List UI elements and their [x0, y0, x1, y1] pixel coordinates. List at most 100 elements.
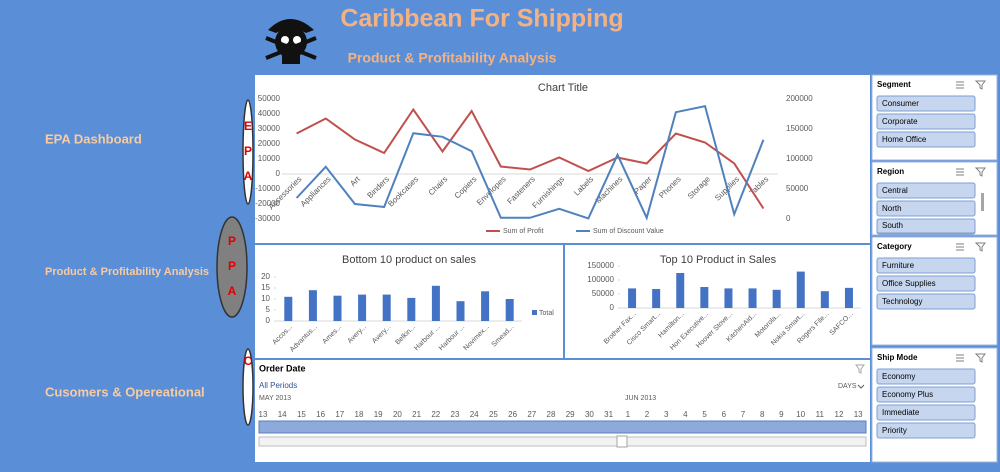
day-label[interactable]: 9: [779, 410, 784, 419]
clear-filter-icon[interactable]: [855, 364, 865, 374]
day-label[interactable]: 24: [470, 410, 479, 419]
bar: [796, 271, 805, 308]
slicer-item-label[interactable]: Economy: [882, 372, 915, 381]
day-label[interactable]: 29: [566, 410, 575, 419]
slicer-item[interactable]: [876, 368, 976, 385]
day-label[interactable]: 14: [278, 410, 287, 419]
legend-label: Sum of Discount Value: [593, 228, 664, 235]
slicer-item-label[interactable]: Priority: [882, 426, 907, 435]
day-label[interactable]: 13: [854, 410, 863, 419]
day-label[interactable]: 13: [259, 410, 268, 419]
day-label[interactable]: 6: [722, 410, 727, 419]
y-tick-label: 0: [610, 303, 615, 312]
legend-label: Sum of Profit: [503, 228, 544, 235]
day-label[interactable]: 10: [796, 410, 805, 419]
nav-link[interactable]: EPA Dashboard: [45, 131, 142, 146]
chart-title: Chart Title: [538, 82, 588, 94]
slicer-item-label[interactable]: Technology: [882, 297, 922, 306]
day-label[interactable]: 7: [741, 410, 746, 419]
timeline-title: Order Date: [259, 363, 306, 373]
slicer-item[interactable]: [876, 386, 976, 403]
slicer-item-label[interactable]: Consumer: [882, 99, 919, 108]
y-tick-label: 0: [276, 169, 281, 178]
bar: [844, 287, 853, 308]
day-label[interactable]: 12: [835, 410, 844, 419]
slicer-item[interactable]: [876, 131, 976, 148]
timeline-bar[interactable]: [258, 420, 867, 434]
day-label[interactable]: 31: [604, 410, 613, 419]
dropdown-arrow[interactable]: [857, 384, 865, 389]
slicer-item-label[interactable]: Corporate: [882, 117, 918, 126]
nav-badge: [216, 216, 248, 318]
scrollbar[interactable]: [981, 193, 984, 211]
chart-title: Bottom 10 product on sales: [342, 254, 476, 266]
slicer-item-label[interactable]: Office Supplies: [882, 279, 936, 288]
slicer-item[interactable]: [876, 95, 976, 112]
day-label[interactable]: 5: [702, 410, 707, 419]
app-title: Caribbean For Shipping: [340, 5, 623, 33]
slicer-item[interactable]: [876, 275, 976, 292]
slicer-item-label[interactable]: Central: [882, 186, 908, 195]
clear-filter-icon[interactable]: [974, 242, 986, 252]
clear-filter-icon[interactable]: [974, 353, 986, 363]
y-tick-label: 150000: [587, 261, 614, 270]
slicer-item[interactable]: [876, 182, 976, 199]
nav-badge: [242, 348, 254, 426]
badge-letter: A: [228, 284, 237, 298]
day-label[interactable]: 20: [393, 410, 402, 419]
day-label[interactable]: 1: [626, 410, 631, 419]
slicer-item-label[interactable]: Furniture: [882, 261, 915, 270]
day-label[interactable]: 17: [335, 410, 344, 419]
day-label[interactable]: 30: [585, 410, 594, 419]
slicer-item[interactable]: [876, 293, 976, 310]
bar: [628, 288, 637, 308]
day-label[interactable]: 11: [816, 410, 825, 419]
day-label[interactable]: 2: [645, 410, 650, 419]
day-label[interactable]: 3: [664, 410, 669, 419]
y-tick-label: 15: [261, 283, 270, 292]
day-label[interactable]: 16: [316, 410, 325, 419]
slicer-item-label[interactable]: Home Office: [882, 135, 927, 144]
day-label[interactable]: 4: [683, 410, 688, 419]
day-label[interactable]: 21: [412, 410, 421, 419]
day-label[interactable]: 28: [547, 410, 556, 419]
slicer-item-label[interactable]: South: [882, 221, 903, 230]
day-label[interactable]: 26: [508, 410, 517, 419]
slicer-item[interactable]: [876, 404, 976, 421]
slicer-item[interactable]: [876, 113, 976, 130]
nav-link[interactable]: Cusomers & Opereational: [45, 384, 205, 399]
y-tick-label: 0: [266, 316, 271, 325]
day-label[interactable]: 23: [451, 410, 460, 419]
day-label[interactable]: 27: [527, 410, 536, 419]
nav-link[interactable]: Product & Profitability Analysis: [45, 266, 209, 278]
bar: [820, 291, 829, 308]
clear-filter-icon[interactable]: [974, 80, 986, 90]
y2-tick-label: 0: [786, 214, 791, 223]
scrollbar[interactable]: [258, 436, 867, 447]
day-label[interactable]: 25: [489, 410, 498, 419]
app-subtitle: Product & Profitability Analysis: [348, 50, 557, 66]
slicer-item[interactable]: [876, 200, 976, 217]
slicer-item[interactable]: [876, 422, 976, 439]
timeline-period: All Periods: [259, 381, 297, 390]
day-label[interactable]: 8: [760, 410, 765, 419]
month-label: MAY 2013: [259, 395, 291, 402]
slicer-item-label[interactable]: Economy Plus: [882, 390, 933, 399]
scroll-thumb[interactable]: [616, 435, 628, 448]
multiselect-icon[interactable]: [956, 243, 964, 251]
badge-letter: A: [244, 169, 253, 183]
multiselect-icon[interactable]: [956, 81, 964, 89]
day-label[interactable]: 15: [297, 410, 306, 419]
slicer-item[interactable]: [876, 218, 976, 234]
y-tick-label: -30000: [255, 214, 280, 223]
clear-filter-icon[interactable]: [974, 167, 986, 177]
multiselect-icon[interactable]: [956, 354, 964, 362]
slicer-item[interactable]: [876, 257, 976, 274]
multiselect-icon[interactable]: [956, 168, 964, 176]
day-label[interactable]: 22: [431, 410, 440, 419]
day-label[interactable]: 18: [355, 410, 364, 419]
timeline-unit[interactable]: DAYS: [838, 383, 857, 390]
slicer-item-label[interactable]: North: [882, 204, 902, 213]
day-label[interactable]: 19: [374, 410, 383, 419]
slicer-item-label[interactable]: Immediate: [882, 408, 920, 417]
